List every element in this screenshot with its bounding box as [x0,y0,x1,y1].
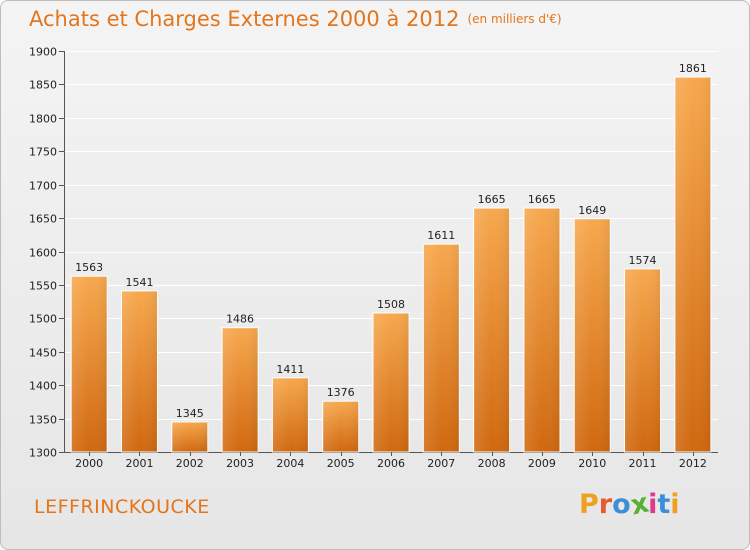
bar-value-label: 1665 [478,193,506,206]
bar-value-label: 1574 [629,254,657,267]
bar-value-label: 1563 [75,261,103,274]
y-tick-label: 1350 [29,414,57,427]
y-tick-label: 1850 [29,79,57,92]
bar-value-label: 1376 [327,386,355,399]
bar-shade [423,244,460,452]
x-tick-label: 2011 [629,457,657,470]
bar-shade [674,77,711,452]
x-tick-label: 2002 [176,457,204,470]
y-tick-label: 1600 [29,247,57,260]
logo-letter: i [648,489,658,520]
x-tick-label: 2009 [528,457,556,470]
x-tick-label: 2012 [679,457,707,470]
bar-value-label: 1649 [578,204,606,217]
proxiti-logo[interactable]: Proxiti [579,488,680,522]
x-tick-label: 2010 [578,457,606,470]
y-tick-label: 1900 [29,46,57,59]
y-tick-label: 1800 [29,113,57,126]
bar-value-label: 1861 [679,62,707,75]
x-tick-label: 2006 [377,457,405,470]
bar-shade [624,268,661,452]
bars: 1563 1541 1345 1486 1411 1376 1508 1611 1665 1665… [70,62,712,453]
bar-shade [121,290,158,452]
bar-value-label: 1611 [427,229,455,242]
logo-letter: o [612,489,631,520]
bar-value-label: 1665 [528,193,556,206]
x-tick-label: 2001 [125,457,153,470]
bar-shade [171,421,208,452]
x-tick-label: 2007 [427,457,455,470]
bar-shade [322,401,359,452]
y-tick-label: 1400 [29,380,57,393]
x-tick-label: 2000 [75,457,103,470]
logo-letter: r [598,489,613,520]
chart-title-text: Achats et Charges Externes 2000 à 2012 [29,7,460,31]
x-tick-label: 2005 [327,457,355,470]
y-tick-label: 1700 [29,180,57,193]
bar-shade [71,276,108,452]
y-axis-ticks: 1300 1350 1400 1450 1500 1550 1600 1650 1700 1750… [29,46,65,460]
chart-title: Achats et Charges Externes 2000 à 2012 (e… [29,7,562,31]
bar-value-label: 1486 [226,313,254,326]
bar-shade [473,208,510,452]
x-axis-ticks: 2000 2001 2002 2003 2004 2005 2006 2007 2008 2009… [75,452,707,470]
y-tick-label: 1650 [29,213,57,226]
y-tick-label: 1750 [29,146,57,159]
bar-shade [272,377,309,452]
y-tick-label: 1450 [29,347,57,360]
bar-value-label: 1345 [176,407,204,420]
y-tick-label: 1300 [29,447,57,460]
bar-shade [523,208,560,452]
logo-letter: P [579,489,599,520]
x-tick-label: 2008 [478,457,506,470]
bar-value-label: 1508 [377,298,405,311]
bar-value-label: 1541 [125,276,153,289]
x-tick-label: 2004 [276,457,304,470]
x-tick-label: 2003 [226,457,254,470]
y-tick-label: 1500 [29,313,57,326]
chart-unit: (en milliers d'€) [467,12,562,26]
logo-letter: i [670,489,680,520]
commune-name: LEFFRINCKOUCKE [34,496,210,518]
logo-letter: t [657,489,671,520]
bar-shade [373,312,409,452]
bar-value-label: 1411 [276,363,304,376]
y-tick-label: 1550 [29,280,57,293]
bar-shade [574,218,611,452]
bar-shade [222,327,259,452]
